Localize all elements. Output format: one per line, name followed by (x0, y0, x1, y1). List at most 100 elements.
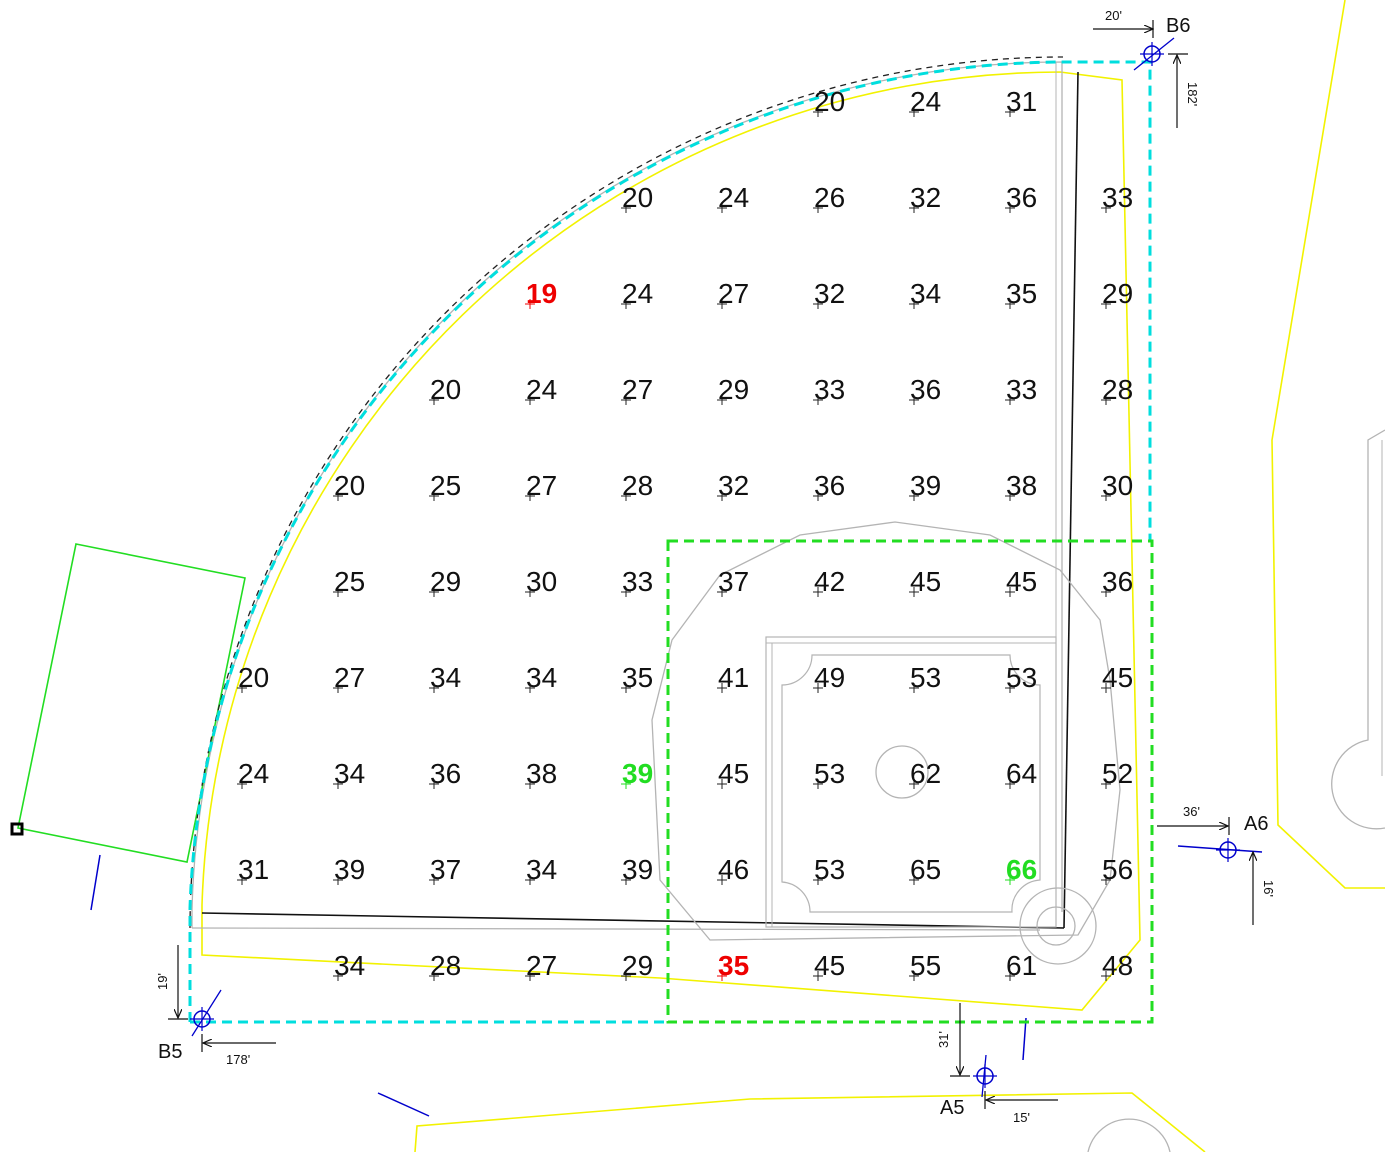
reading-value: 32 (814, 278, 845, 309)
reading-value: 24 (526, 374, 557, 405)
reading-value: 30 (1102, 470, 1133, 501)
grid-reading: 39 (909, 470, 941, 501)
grid-reading: 32 (909, 182, 941, 213)
reading-value: 27 (718, 278, 749, 309)
grid-reading: 29 (429, 566, 461, 597)
grid-reading: 42 (813, 566, 845, 597)
reading-value: 24 (622, 278, 653, 309)
reading-value: 34 (334, 758, 365, 789)
grid-reading: 36 (813, 470, 845, 501)
bottom-field-gray-arc (1087, 1118, 1171, 1152)
grid-reading: 45 (1005, 566, 1037, 597)
reading-value: 53 (814, 854, 845, 885)
reading-value: 35 (622, 662, 653, 693)
dimension-label: 178' (226, 1052, 250, 1067)
grid-reading: 24 (909, 86, 941, 117)
blue-tick-mark (90, 854, 101, 911)
grid-reading: 36 (1101, 566, 1133, 597)
grid-reading: 64 (1005, 758, 1037, 789)
grid-reading: 39 (333, 854, 365, 885)
reading-value: 20 (238, 662, 269, 693)
reading-value: 39 (622, 854, 653, 885)
grid-reading: 25 (333, 566, 365, 597)
grid-reading: 29 (1101, 278, 1133, 309)
reading-value: 24 (910, 86, 941, 117)
grid-reading: 35 (621, 662, 653, 693)
grid-reading: 41 (717, 662, 749, 693)
reading-value: 38 (1006, 470, 1037, 501)
grid-reading: 65 (909, 854, 941, 885)
reading-value: 39 (334, 854, 365, 885)
reading-value: 53 (814, 758, 845, 789)
reading-value: 20 (334, 470, 365, 501)
reading-value: 65 (910, 854, 941, 885)
reading-value: 45 (1102, 662, 1133, 693)
reading-value: 27 (526, 470, 557, 501)
grid-reading: 28 (621, 470, 653, 501)
reading-value: 34 (334, 950, 365, 981)
reading-grid: 20 24 31 20 24 26 32 36 33 19 24 27 32 34 35 29 20 24 27 29… (237, 86, 1133, 981)
grid-reading: 36 (909, 374, 941, 405)
reading-value: 32 (718, 470, 749, 501)
reading-value: 29 (1102, 278, 1133, 309)
grid-reading: 33 (621, 566, 653, 597)
bench-corner-marker (10, 822, 24, 836)
grid-reading: 25 (429, 470, 461, 501)
grid-reading: 34 (333, 758, 365, 789)
grid-reading: 28 (429, 950, 461, 981)
bottom-field-yellow-boundary (414, 1092, 1206, 1152)
survey-point-a6: A6 36' 16' (1157, 804, 1276, 925)
reading-value: 34 (526, 854, 557, 885)
grid-reading: 30 (1101, 470, 1133, 501)
grid-reading: 27 (525, 950, 557, 981)
grid-reading: 20 (813, 86, 845, 117)
reading-value: 36 (1102, 566, 1133, 597)
home-plate-circle (1019, 887, 1097, 965)
reading-value: 25 (334, 566, 365, 597)
grid-reading: 36 (429, 758, 461, 789)
grid-reading: 35 (717, 950, 749, 981)
reading-value: 26 (814, 182, 845, 213)
survey-point-b6: B6 20' 182' (1093, 8, 1200, 128)
reading-value: 28 (430, 950, 461, 981)
survey-point-label: A6 (1244, 813, 1268, 835)
grid-reading: 20 (237, 662, 269, 693)
reading-value: 36 (814, 470, 845, 501)
reading-value: 48 (1102, 950, 1133, 981)
playing-surface-boundary (201, 71, 1141, 1011)
infield-grass-inner (781, 654, 1041, 913)
reading-value: 19 (526, 278, 557, 309)
foul-line-right (1063, 71, 1079, 929)
grid-reading: 27 (621, 374, 653, 405)
grid-reading: 34 (333, 950, 365, 981)
reading-value: 29 (718, 374, 749, 405)
grid-reading: 34 (429, 662, 461, 693)
grid-reading: 53 (813, 854, 845, 885)
reading-value: 24 (238, 758, 269, 789)
grid-reading: 55 (909, 950, 941, 981)
reading-value: 45 (718, 758, 749, 789)
grid-reading: 61 (1005, 950, 1037, 981)
pitchers-mound (875, 745, 929, 799)
reading-value: 33 (1006, 374, 1037, 405)
grid-reading: 31 (1005, 86, 1037, 117)
grid-reading: 38 (525, 758, 557, 789)
grid-reading: 20 (621, 182, 653, 213)
dimension-label: 20' (1105, 8, 1122, 23)
grid-reading: 56 (1101, 854, 1133, 885)
reading-value: 28 (1102, 374, 1133, 405)
grid-reading: 35 (1005, 278, 1037, 309)
reading-value: 41 (718, 662, 749, 693)
grid-reading: 49 (813, 662, 845, 693)
dimension-label: 16' (1261, 880, 1276, 897)
grid-reading: 29 (621, 950, 653, 981)
reading-value: 42 (814, 566, 845, 597)
grid-reading: 53 (1005, 662, 1037, 693)
reading-value: 66 (1006, 854, 1037, 885)
reading-value: 27 (526, 950, 557, 981)
grid-reading: 45 (1101, 662, 1133, 693)
reading-value: 29 (430, 566, 461, 597)
grid-reading: 30 (525, 566, 557, 597)
survey-point-label: A5 (940, 1097, 964, 1119)
